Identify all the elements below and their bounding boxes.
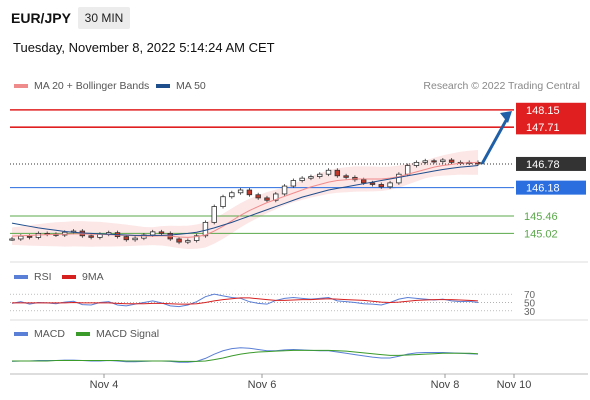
- legend-macd-signal: MACD Signal: [76, 328, 159, 340]
- candle-body: [132, 237, 138, 241]
- legend-9ma-swatch: [62, 275, 76, 279]
- candle-body: [220, 196, 226, 207]
- ma20-line: [11, 161, 479, 238]
- candle-body: [158, 231, 165, 234]
- level-label-5: 145.02: [524, 228, 558, 240]
- candle-body: [149, 231, 156, 236]
- legend-rsi: RSI: [14, 271, 52, 283]
- legend-macd-label: MACD: [34, 328, 65, 340]
- resistance-tag-label-0: 148.15: [526, 105, 560, 117]
- candle-body: [246, 189, 253, 196]
- candle-body: [26, 235, 33, 238]
- legend-macd-swatch: [14, 332, 28, 336]
- legend-ma20: MA 20 + Bollinger Bands: [14, 80, 149, 92]
- candle-body: [404, 165, 411, 175]
- level-tag-3: [516, 180, 586, 195]
- forecast-arrow-head: [500, 111, 512, 124]
- candle-body: [299, 177, 305, 181]
- x-tick-label-2: Nov 8: [431, 379, 460, 391]
- resistance-tag-block: [516, 102, 586, 135]
- legend-ma50-label: MA 50: [176, 80, 206, 92]
- candle-body: [396, 173, 402, 184]
- candle-body: [290, 180, 297, 187]
- rsi-tick-50: 50: [524, 299, 536, 310]
- legend-rsi-swatch: [14, 275, 28, 279]
- level-label-2: 146.78: [526, 159, 560, 171]
- candle-body: [343, 175, 349, 178]
- candle-body: [440, 159, 446, 162]
- level-label-3: 146.18: [526, 183, 560, 195]
- legend-ma20-swatch: [14, 84, 28, 88]
- candle-body: [237, 189, 244, 194]
- level-tag-2: [516, 156, 586, 171]
- ma50-line: [11, 165, 479, 236]
- candle-body: [334, 169, 341, 177]
- chart-title: EUR/JPY: [11, 10, 71, 26]
- level-label-4: 145.46: [524, 211, 558, 223]
- candle-body: [387, 182, 393, 188]
- candle-body: [229, 192, 235, 198]
- legend-rsi-label: RSI: [34, 271, 52, 283]
- candle-body: [378, 184, 384, 188]
- candle-body: [431, 160, 437, 163]
- candle-body: [317, 173, 323, 177]
- candle-body: [413, 161, 420, 166]
- x-tick-label-1: Nov 6: [248, 379, 277, 391]
- legend-9ma: 9MA: [62, 271, 104, 283]
- x-tick-label-3: Nov 10: [497, 379, 532, 391]
- candle-body: [9, 238, 15, 241]
- candle-body: [264, 197, 270, 201]
- legend-ma50-swatch: [156, 84, 170, 88]
- rsi-tick-30: 30: [524, 307, 536, 318]
- legend-macd-signal-label: MACD Signal: [96, 328, 160, 340]
- candle-body: [176, 238, 182, 243]
- copyright-text: Research © 2022 Trading Central: [423, 80, 580, 92]
- interval-badge[interactable]: 30 MIN: [78, 7, 130, 29]
- candle-body: [369, 182, 376, 185]
- rsi-tick-70: 70: [524, 290, 536, 301]
- candle-body: [325, 169, 332, 175]
- x-tick-label-0: Nov 4: [90, 379, 119, 391]
- candle-body: [360, 179, 367, 184]
- candle-body: [255, 194, 261, 199]
- candle-body: [202, 221, 209, 237]
- timestamp: Tuesday, November 8, 2022 5:14:24 AM CET: [13, 40, 275, 55]
- legend-macd-signal-swatch: [76, 332, 90, 336]
- bollinger-band: [12, 150, 478, 250]
- resistance-tag-label-1: 147.71: [526, 122, 560, 134]
- candle-body: [18, 235, 24, 240]
- rsi-ma9-line: [12, 297, 479, 305]
- candle-body: [185, 240, 191, 243]
- macd-signal-line: [12, 349, 479, 362]
- legend-ma20-label: MA 20 + Bollinger Bands: [34, 80, 150, 92]
- legend-macd: MACD: [14, 328, 65, 340]
- rsi-line: [11, 293, 479, 308]
- candle-body: [422, 160, 428, 163]
- candle-body: [281, 185, 288, 195]
- candle-body: [211, 206, 217, 223]
- candle-body: [88, 235, 94, 238]
- forecast-arrow-shaft: [480, 114, 511, 165]
- legend-9ma-label: 9MA: [82, 271, 104, 283]
- candle-body: [448, 159, 455, 163]
- candle-body: [308, 176, 314, 179]
- candle-body: [193, 235, 200, 241]
- candle-body: [123, 236, 130, 241]
- legend-ma50: MA 50: [156, 80, 206, 92]
- candle-body: [273, 193, 279, 201]
